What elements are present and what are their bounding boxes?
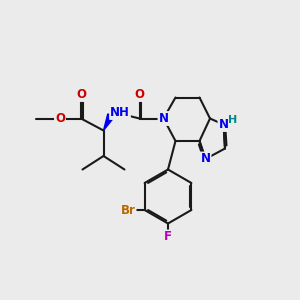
Text: N: N [218,118,229,131]
Text: N: N [200,152,211,166]
Text: Br: Br [121,203,136,217]
Text: H: H [229,115,238,125]
Text: NH: NH [110,106,130,119]
Text: N: N [158,112,169,125]
Text: F: F [164,230,172,244]
Polygon shape [103,114,114,130]
Text: O: O [134,88,145,101]
Text: O: O [76,88,86,101]
Text: O: O [55,112,65,125]
